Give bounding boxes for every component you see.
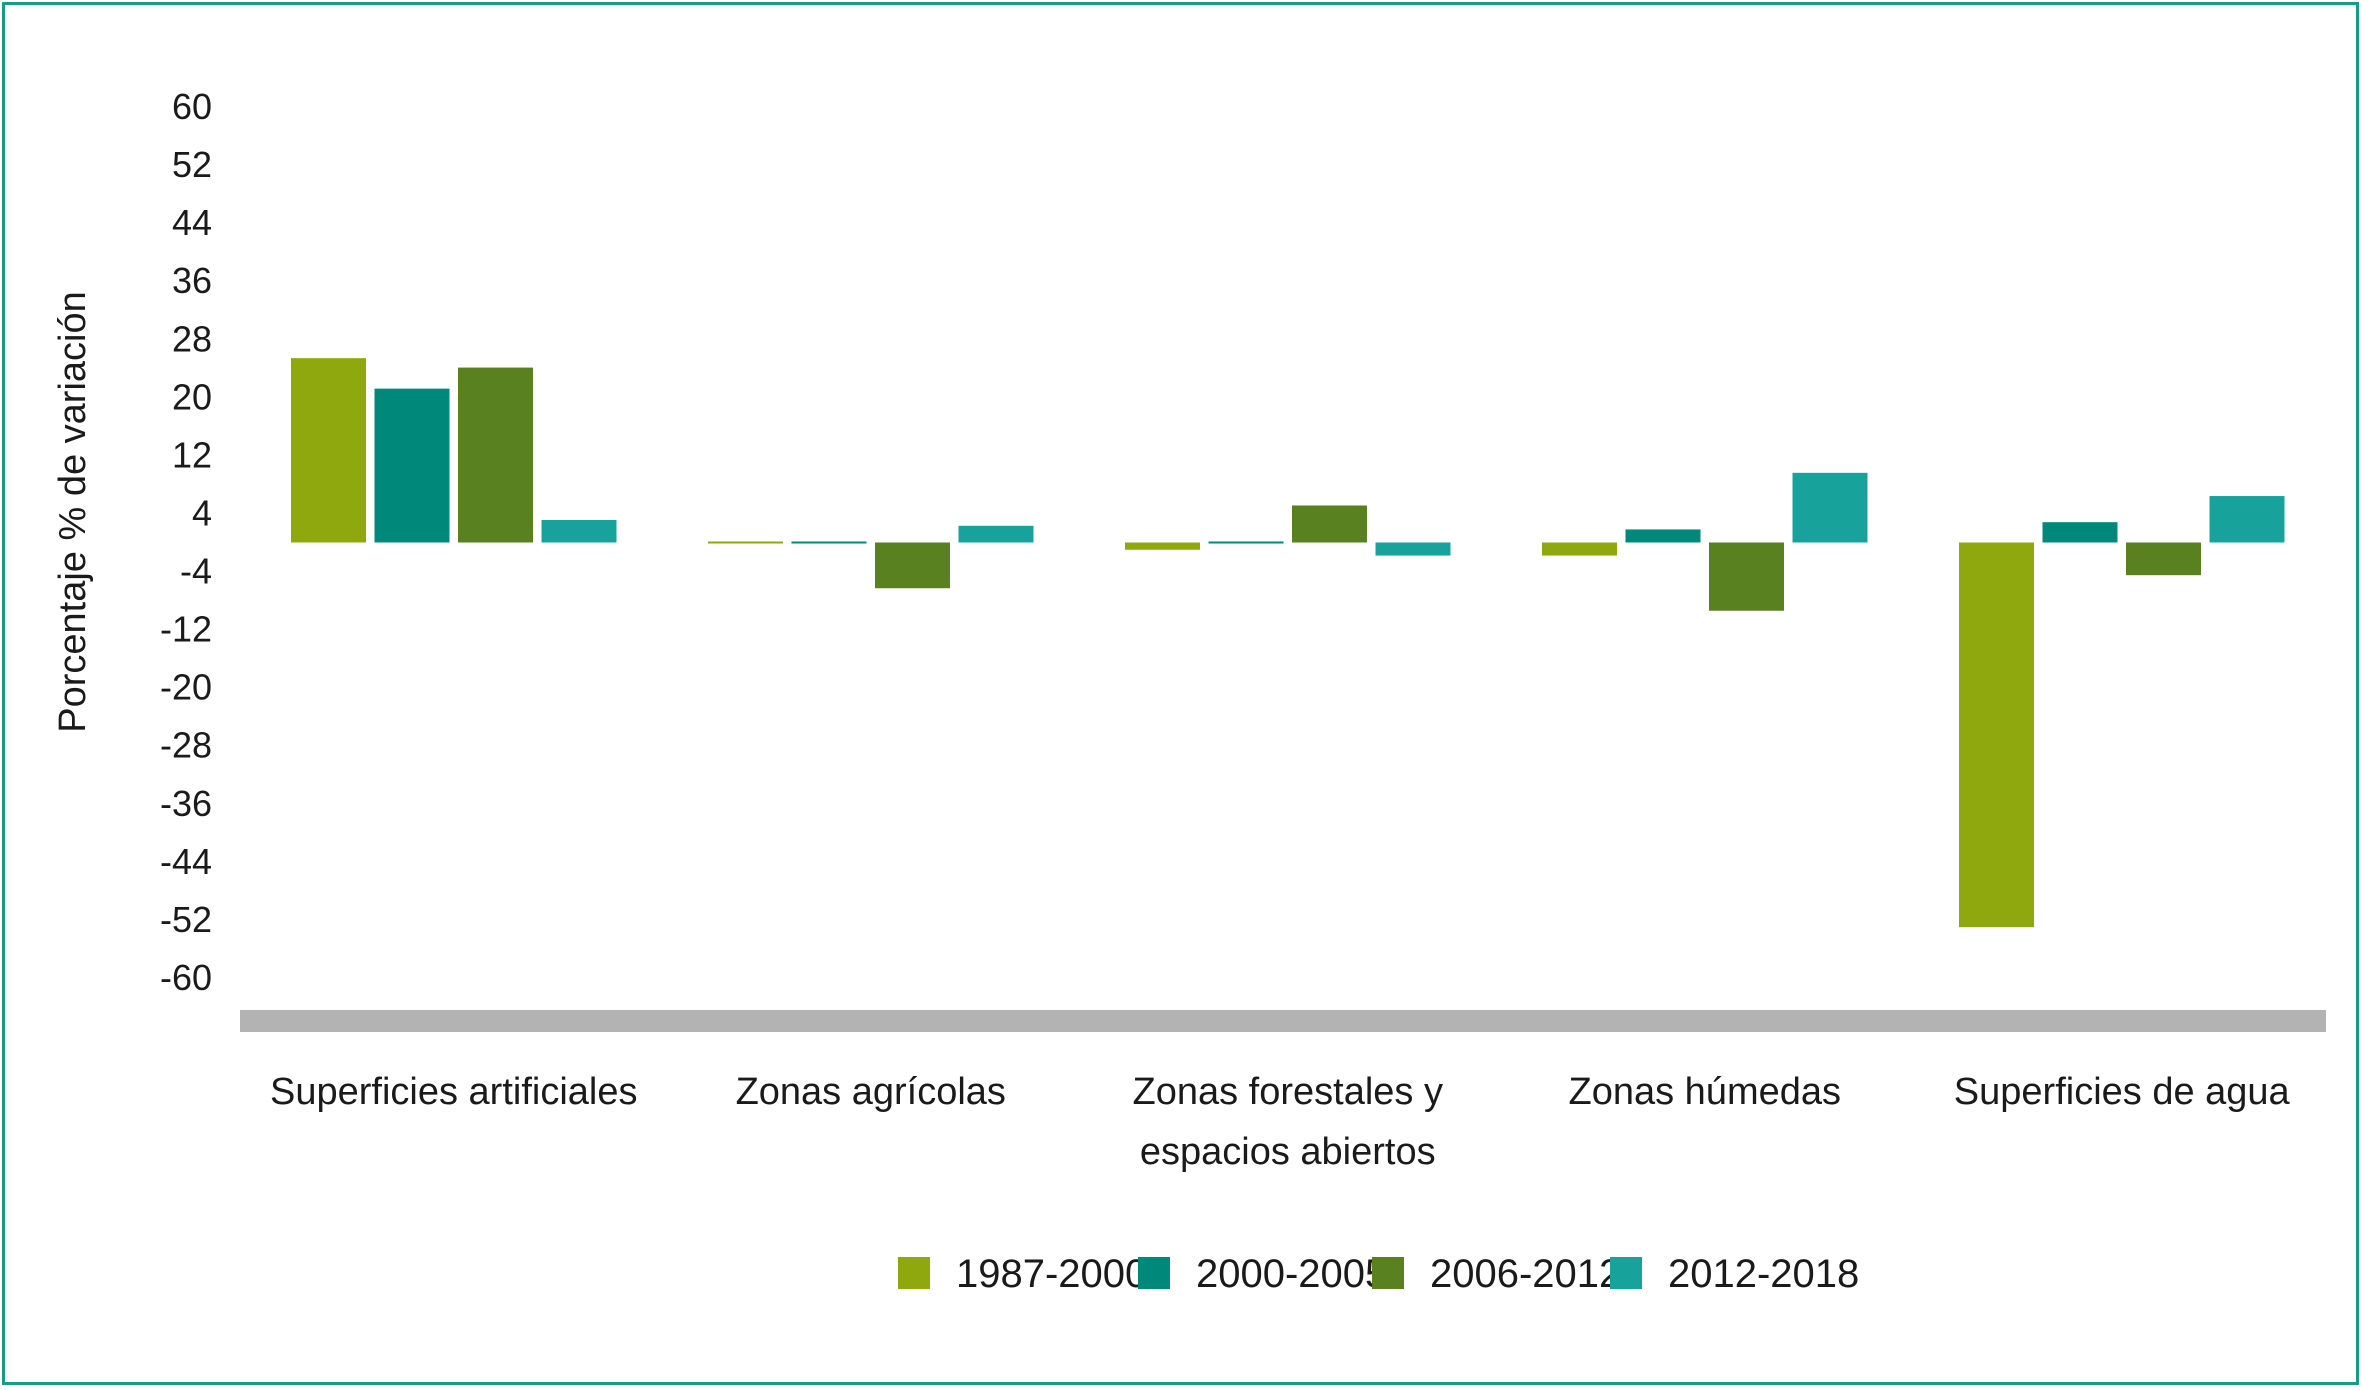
- legend: 1987-2000 2000-2005 2006-2012 2012-2018: [898, 1252, 1859, 1296]
- legend-swatch: [1610, 1257, 1642, 1289]
- bar: [1709, 542, 1784, 611]
- y-tick-label: 36: [172, 260, 212, 301]
- bar: [1208, 541, 1284, 544]
- category-labels: Superficies artificiales Zonas agrícolas Z…: [270, 1071, 2291, 1173]
- category-label: Zonas agrícolas: [736, 1071, 1006, 1113]
- bar: [1292, 505, 1367, 543]
- legend-label: 2006-2012: [1430, 1252, 1621, 1296]
- legend-label: 2012-2018: [1668, 1252, 1859, 1296]
- bar: [1625, 529, 1701, 543]
- bar: [1375, 542, 1451, 556]
- bar: [1959, 542, 2034, 928]
- bar: [2209, 496, 2285, 543]
- bar: [1542, 542, 1617, 556]
- y-tick-label: 4: [192, 492, 212, 533]
- legend-swatch: [898, 1257, 930, 1289]
- category-label: Superficies artificiales: [270, 1071, 637, 1113]
- y-tick-label: -20: [160, 667, 212, 708]
- y-tick-label: 52: [172, 144, 212, 185]
- bar: [541, 519, 617, 543]
- bar: [458, 367, 533, 543]
- legend-label: 1987-2000: [956, 1252, 1147, 1296]
- y-tick-label: -52: [160, 899, 212, 940]
- category-label: Superficies de agua: [1954, 1071, 2291, 1113]
- bar: [291, 358, 366, 543]
- y-tick-label: -12: [160, 609, 212, 650]
- legend-swatch: [1372, 1257, 1404, 1289]
- category-label: espacios abiertos: [1140, 1131, 1436, 1173]
- bar: [2042, 522, 2118, 543]
- legend-swatch: [1138, 1257, 1170, 1289]
- y-tick-label: 60: [172, 86, 212, 127]
- bar: [791, 541, 867, 544]
- bar: [1125, 542, 1200, 550]
- bar: [708, 541, 783, 544]
- bar: [1792, 472, 1868, 543]
- y-tick-label: -60: [160, 957, 212, 998]
- y-tick-label: -28: [160, 725, 212, 766]
- y-tick-label: 28: [172, 318, 212, 359]
- category-label: Zonas húmedas: [1569, 1071, 1842, 1113]
- x-axis-band: [240, 1010, 2326, 1032]
- bar: [374, 388, 450, 543]
- y-axis-ticks: 60 52 44 36 28 20 12 4 -4 -12 -20 -28 -36 -44 -52 -60: [160, 86, 212, 998]
- y-tick-label: -4: [180, 551, 212, 592]
- bar: [875, 542, 950, 589]
- bar: [958, 525, 1034, 543]
- legend-label: 2000-2005: [1196, 1252, 1387, 1296]
- y-tick-label: 44: [172, 202, 212, 243]
- y-tick-label: -36: [160, 783, 212, 824]
- y-tick-label: -44: [160, 841, 212, 882]
- bar: [2126, 542, 2201, 576]
- bars: [291, 358, 2285, 928]
- category-label: Zonas forestales y: [1133, 1071, 1443, 1113]
- y-tick-label: 20: [172, 376, 212, 417]
- y-axis-label: Porcentaje % de variación: [52, 291, 94, 732]
- y-tick-label: 12: [172, 434, 212, 475]
